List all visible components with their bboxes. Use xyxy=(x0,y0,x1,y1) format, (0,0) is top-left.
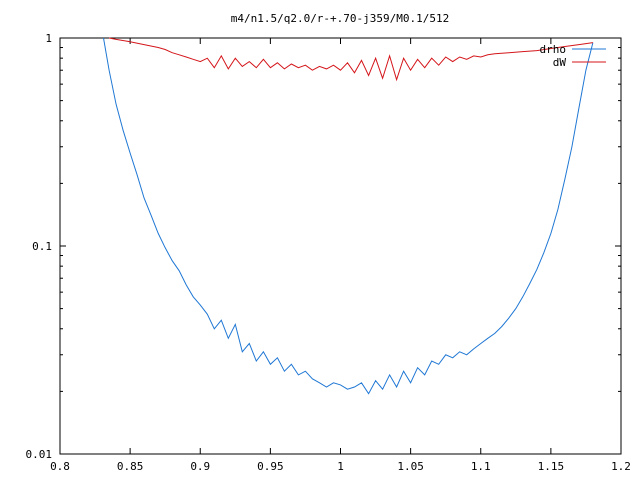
y-tick-label: 0.1 xyxy=(32,240,52,253)
x-axis: 0.8 0.85 0.9 0.95 1 1.05 1.1 1.15 1.2 xyxy=(50,38,631,473)
series-line-dw xyxy=(109,37,593,82)
plot-frame xyxy=(59,37,622,455)
x-tick-label: 1.15 xyxy=(538,460,565,473)
y-tick-label: 1 xyxy=(45,32,52,45)
legend-label-dw: dW xyxy=(553,56,567,69)
chart-title: m4/n1.5/q2.0/r-+.70-j359/M0.1/512 xyxy=(231,12,450,25)
legend-label-drho: drho xyxy=(540,43,567,56)
series-line-drho xyxy=(103,37,594,395)
x-tick-label: 1.05 xyxy=(397,460,424,473)
x-tick-label: 0.85 xyxy=(117,460,144,473)
x-tick-label: 1 xyxy=(337,460,344,473)
y-axis: 0.01 0.1 1 xyxy=(26,32,621,461)
x-tick-label: 0.95 xyxy=(257,460,284,473)
series-layer xyxy=(103,37,594,395)
x-tick-label: 0.9 xyxy=(190,460,210,473)
x-tick-label: 1.2 xyxy=(611,460,631,473)
y-tick-label: 0.01 xyxy=(26,448,53,461)
x-tick-label: 1.1 xyxy=(471,460,491,473)
x-tick-label: 0.8 xyxy=(50,460,70,473)
